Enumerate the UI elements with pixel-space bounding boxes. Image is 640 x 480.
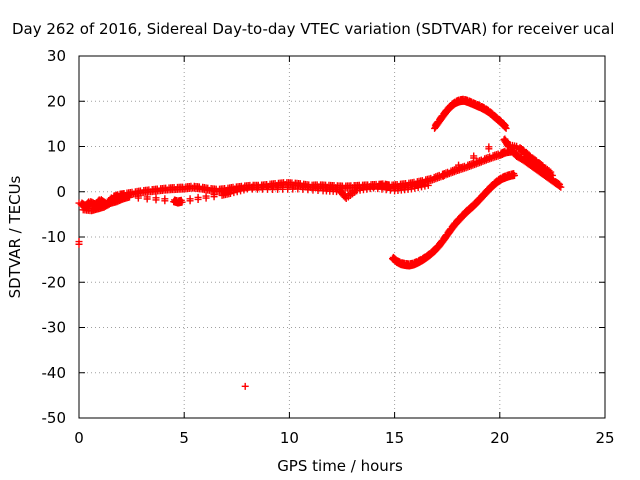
data-point bbox=[241, 382, 249, 390]
x-tick-label: 15 bbox=[385, 429, 404, 447]
data-point bbox=[414, 182, 422, 190]
y-tick-label: -20 bbox=[42, 273, 67, 291]
data-point bbox=[161, 195, 169, 203]
data-point bbox=[411, 182, 419, 190]
y-axis-label: SDTVAR / TECUs bbox=[6, 175, 24, 298]
chart-title: Day 262 of 2016, Sidereal Day-to-day VTE… bbox=[12, 20, 614, 38]
data-point bbox=[503, 138, 511, 146]
data-point bbox=[485, 143, 493, 151]
axis-ticks bbox=[78, 55, 606, 419]
data-points bbox=[75, 95, 565, 390]
data-point bbox=[202, 192, 210, 200]
data-point bbox=[152, 194, 160, 202]
data-point bbox=[194, 193, 202, 201]
data-point bbox=[548, 171, 556, 179]
data-point bbox=[470, 152, 478, 160]
data-point bbox=[237, 185, 245, 193]
data-point bbox=[186, 195, 194, 203]
data-point bbox=[230, 187, 238, 195]
data-point bbox=[264, 183, 272, 191]
data-point bbox=[421, 180, 429, 188]
y-tick-label: -10 bbox=[42, 228, 67, 246]
y-tick-label: 10 bbox=[47, 138, 66, 156]
data-point bbox=[439, 170, 447, 178]
y-axis-tick-labels: -50 -40 -30 -20 -10 0 10 20 30 bbox=[42, 47, 67, 427]
data-point bbox=[386, 184, 394, 192]
x-tick-label: 0 bbox=[74, 429, 84, 447]
x-tick-label: 20 bbox=[490, 429, 509, 447]
y-tick-label: -30 bbox=[42, 319, 67, 337]
data-point bbox=[502, 124, 510, 132]
data-point bbox=[525, 151, 533, 159]
data-point bbox=[511, 171, 519, 179]
data-point bbox=[340, 190, 348, 198]
data-point bbox=[314, 184, 322, 192]
data-point bbox=[455, 161, 463, 169]
data-point bbox=[366, 183, 374, 191]
data-point bbox=[143, 193, 151, 201]
x-tick-label: 25 bbox=[595, 429, 614, 447]
data-point bbox=[418, 181, 426, 189]
data-point bbox=[240, 184, 248, 192]
data-point bbox=[233, 186, 241, 194]
data-point bbox=[75, 240, 83, 248]
data-point bbox=[424, 181, 432, 189]
y-tick-label: 0 bbox=[56, 183, 66, 201]
x-tick-label: 5 bbox=[179, 429, 189, 447]
y-tick-label: -40 bbox=[42, 364, 67, 382]
data-point bbox=[134, 192, 142, 200]
y-tick-label: 30 bbox=[47, 47, 66, 65]
y-tick-label: 20 bbox=[47, 92, 66, 110]
y-tick-label: -50 bbox=[42, 409, 67, 427]
x-axis-tick-labels: 0 5 10 15 20 25 bbox=[74, 429, 614, 447]
x-axis-label: GPS time / hours bbox=[277, 457, 403, 475]
data-point bbox=[210, 191, 218, 199]
data-point bbox=[75, 199, 83, 207]
data-point bbox=[557, 183, 565, 191]
data-point bbox=[289, 183, 297, 191]
data-point bbox=[125, 193, 133, 201]
x-tick-label: 10 bbox=[280, 429, 299, 447]
data-point bbox=[178, 198, 186, 206]
